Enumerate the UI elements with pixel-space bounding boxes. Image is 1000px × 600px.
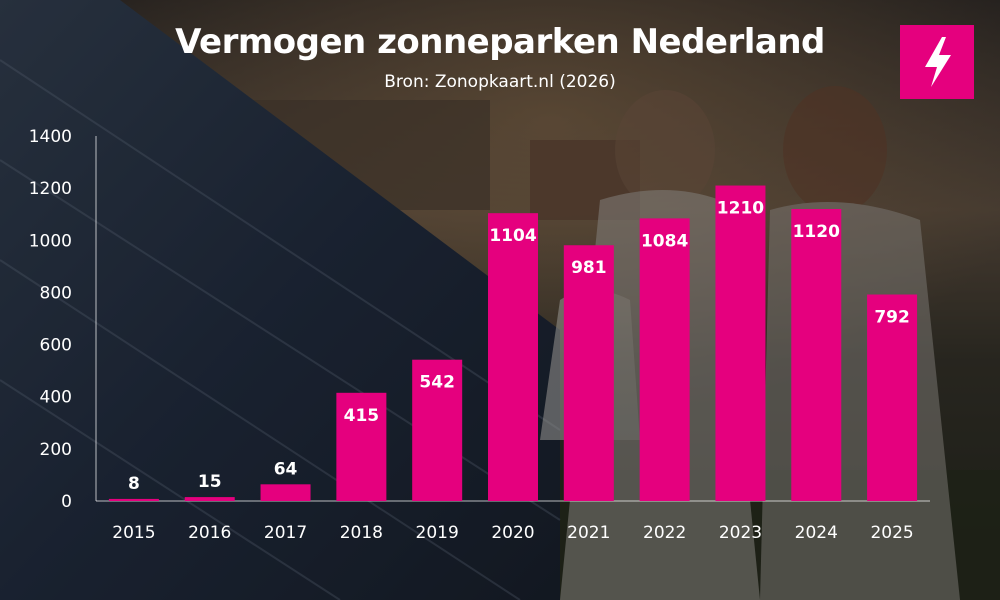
x-tick-label: 2021 (567, 523, 610, 543)
bar (412, 359, 463, 501)
y-tick-label: 400 (40, 388, 72, 408)
bar-value-label: 415 (344, 406, 380, 426)
y-tick-label: 0 (61, 492, 72, 512)
bar (184, 497, 235, 501)
bar-value-label: 1104 (489, 226, 536, 246)
x-tick-label: 2015 (112, 523, 155, 543)
bar (715, 185, 766, 502)
bar-value-label: 1084 (641, 231, 688, 251)
x-tick-label: 2018 (340, 523, 383, 543)
x-tick-label: 2019 (416, 523, 459, 543)
bar (260, 484, 311, 501)
bar-value-label: 792 (874, 308, 910, 328)
bar-value-label: 542 (419, 373, 455, 393)
bar (488, 213, 538, 501)
x-tick-label: 2017 (264, 523, 307, 543)
x-tick-label: 2025 (870, 523, 913, 543)
bar (108, 498, 159, 501)
bar (791, 209, 842, 501)
bar (563, 245, 614, 501)
y-tick-label: 600 (40, 336, 72, 356)
chart-title: Vermogen zonneparken Nederland (175, 22, 825, 62)
y-tick-label: 200 (40, 440, 72, 460)
bar (639, 218, 690, 501)
lightning-bolt-icon (900, 25, 974, 99)
y-tick-label: 1000 (29, 231, 72, 251)
bar-value-label: 1210 (717, 199, 764, 219)
bar-value-label: 64 (274, 459, 298, 479)
y-tick-label: 800 (40, 283, 72, 303)
y-tick-label: 1400 (29, 127, 72, 147)
bar-value-label: 8 (128, 474, 140, 494)
x-tick-label: 2022 (643, 523, 686, 543)
y-tick-label: 1200 (29, 179, 72, 199)
bar-value-label: 981 (571, 258, 607, 278)
x-tick-label: 2016 (188, 523, 231, 543)
bar (336, 392, 387, 501)
chart-subtitle: Bron: Zonopkaart.nl (2026) (384, 72, 616, 92)
x-tick-label: 2020 (491, 523, 534, 543)
x-tick-label: 2023 (719, 523, 762, 543)
bar-value-label: 1120 (793, 222, 840, 242)
bar (867, 294, 918, 501)
bar-value-label: 15 (198, 472, 222, 492)
x-tick-label: 2024 (795, 523, 838, 543)
